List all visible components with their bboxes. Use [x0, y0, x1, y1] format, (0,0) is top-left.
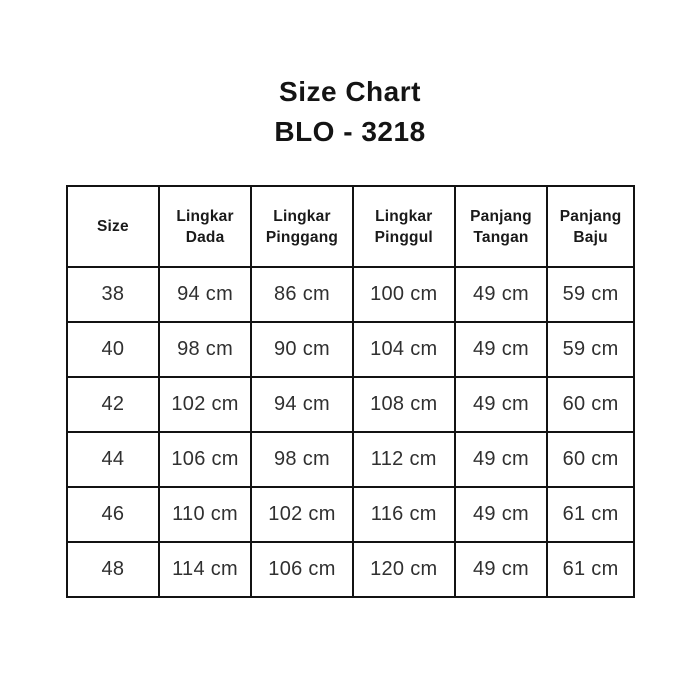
column-header-lingkar-pinggang: Lingkar Pinggang	[250, 185, 354, 268]
measurement-cell: 112 cm	[351, 431, 456, 488]
measurement-cell: 60 cm	[546, 376, 635, 433]
table-row: 44 106 cm 98 cm 112 cm 49 cm 60 cm	[66, 431, 635, 488]
column-header-panjang-tangan: Panjang Tangan	[453, 185, 549, 268]
column-header-lingkar-pinggul: Lingkar Pinggul	[351, 185, 456, 268]
measurement-cell: 98 cm	[157, 321, 253, 378]
size-cell: 48	[66, 541, 160, 598]
measurement-cell: 61 cm	[546, 486, 635, 543]
title-line-1: Size Chart	[279, 76, 421, 107]
column-header-panjang-baju: Panjang Baju	[546, 185, 635, 268]
measurement-cell: 106 cm	[157, 431, 253, 488]
measurement-cell: 114 cm	[157, 541, 253, 598]
measurement-cell: 116 cm	[351, 486, 456, 543]
measurement-cell: 106 cm	[250, 541, 354, 598]
measurement-cell: 98 cm	[250, 431, 354, 488]
measurement-cell: 100 cm	[351, 266, 456, 323]
measurement-cell: 94 cm	[250, 376, 354, 433]
table-row: 42 102 cm 94 cm 108 cm 49 cm 60 cm	[66, 376, 635, 433]
page-title: Size Chart BLO - 3218	[0, 72, 700, 152]
size-cell: 44	[66, 431, 160, 488]
measurement-cell: 90 cm	[250, 321, 354, 378]
measurement-cell: 102 cm	[157, 376, 253, 433]
measurement-cell: 120 cm	[351, 541, 456, 598]
table-row: 48 114 cm 106 cm 120 cm 49 cm 61 cm	[66, 541, 635, 598]
table-row: 38 94 cm 86 cm 100 cm 49 cm 59 cm	[66, 266, 635, 323]
measurement-cell: 110 cm	[157, 486, 253, 543]
measurement-cell: 94 cm	[157, 266, 253, 323]
table-row: 40 98 cm 90 cm 104 cm 49 cm 59 cm	[66, 321, 635, 378]
measurement-cell: 49 cm	[453, 376, 549, 433]
measurement-cell: 60 cm	[546, 431, 635, 488]
measurement-cell: 49 cm	[453, 541, 549, 598]
measurement-cell: 49 cm	[453, 431, 549, 488]
title-line-2: BLO - 3218	[274, 116, 426, 147]
measurement-cell: 102 cm	[250, 486, 354, 543]
size-chart-table: Size Lingkar Dada Lingkar Pinggang Lingkar …	[66, 185, 635, 598]
measurement-cell: 49 cm	[453, 486, 549, 543]
column-header-lingkar-dada: Lingkar Dada	[157, 185, 253, 268]
size-cell: 42	[66, 376, 160, 433]
table-body: 38 94 cm 86 cm 100 cm 49 cm 59 cm 40 98 cm 90 cm…	[66, 266, 635, 598]
size-cell: 46	[66, 486, 160, 543]
size-cell: 40	[66, 321, 160, 378]
measurement-cell: 59 cm	[546, 266, 635, 323]
size-cell: 38	[66, 266, 160, 323]
measurement-cell: 49 cm	[453, 266, 549, 323]
measurement-cell: 108 cm	[351, 376, 456, 433]
table-header-row: Size Lingkar Dada Lingkar Pinggang Lingkar …	[66, 185, 635, 268]
measurement-cell: 59 cm	[546, 321, 635, 378]
measurement-cell: 104 cm	[351, 321, 456, 378]
column-header-size: Size	[66, 185, 160, 268]
table-row: 46 110 cm 102 cm 116 cm 49 cm 61 cm	[66, 486, 635, 543]
measurement-cell: 61 cm	[546, 541, 635, 598]
measurement-cell: 49 cm	[453, 321, 549, 378]
measurement-cell: 86 cm	[250, 266, 354, 323]
